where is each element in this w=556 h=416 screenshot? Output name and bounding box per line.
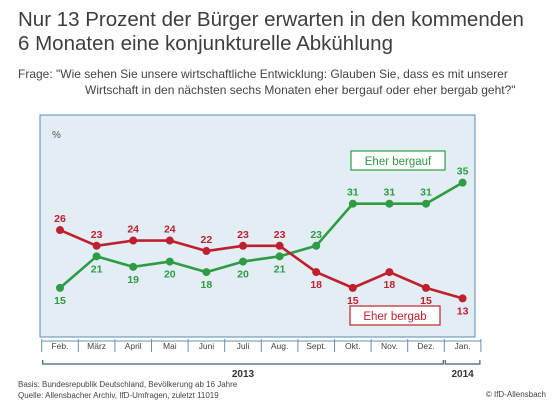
x-tick-label: Dez. [417, 341, 434, 351]
data-point [129, 236, 138, 245]
data-label: 20 [237, 269, 249, 281]
data-point [275, 252, 284, 261]
data-label: 23 [310, 229, 322, 241]
data-label: 31 [384, 187, 396, 199]
data-label: 35 [457, 166, 469, 178]
survey-question-line-2: Wirtschaft in den nächsten sechs Monaten… [85, 82, 516, 97]
year-label: 2014 [451, 369, 474, 380]
data-point [348, 283, 357, 292]
legend-box-bergab [349, 305, 441, 326]
data-label: 31 [420, 187, 432, 199]
year-label: 2013 [232, 369, 255, 380]
data-point [129, 262, 138, 271]
x-tick-label: Jan. [455, 341, 471, 351]
x-tick-label: Sept. [306, 341, 326, 351]
x-tick-label: Aug. [271, 341, 289, 351]
data-label: 21 [274, 263, 286, 275]
survey-question-line-1: Frage: "Wie sehen Sie unsere wirtschaftl… [18, 67, 508, 81]
data-point [239, 241, 247, 250]
data-point [312, 241, 321, 250]
series-line-bergauf [59, 181, 464, 289]
data-point [422, 283, 430, 292]
data-point [165, 257, 174, 266]
data-point [458, 178, 467, 187]
chart-panel [39, 114, 476, 338]
source-note: Basis: Bundesrepublik Deutschland, Bevöl… [18, 379, 548, 401]
y-axis-unit: % [52, 130, 61, 141]
x-tick-label: Nov. [381, 341, 398, 351]
data-point [458, 294, 467, 303]
legend-label-bergab: Eher bergab [363, 311, 426, 323]
chart-title: Nur 13 Prozent der Bürger erwarten in de… [18, 8, 548, 56]
x-tick-label: Juni [199, 341, 215, 351]
data-label: 23 [237, 229, 249, 241]
data-label: 18 [201, 279, 213, 291]
data-point [385, 199, 394, 208]
data-label: 23 [274, 229, 286, 241]
year-bracket [42, 360, 444, 365]
x-tick-label: Okt. [345, 341, 361, 351]
data-point [92, 252, 101, 261]
data-label: 15 [347, 295, 359, 307]
data-point [56, 283, 64, 292]
data-point [202, 247, 211, 256]
data-point [312, 268, 321, 277]
x-tick-label: Juli [237, 341, 250, 351]
x-tick-label: April [125, 341, 142, 351]
chart-title-line-2: 6 Monaten eine konjunkturelle Abkühlung [18, 32, 393, 55]
data-label: 24 [127, 224, 139, 236]
data-point [92, 241, 101, 250]
data-point [422, 199, 430, 208]
data-label: 18 [310, 279, 322, 291]
survey-question: Frage: "Wie sehen Sie unsere wirtschaftl… [18, 67, 548, 98]
data-label: 22 [201, 234, 213, 246]
data-label: 24 [164, 224, 176, 236]
legend-box-bergauf [350, 150, 446, 171]
x-tick-label: März [87, 341, 106, 351]
data-label: 15 [54, 295, 66, 307]
data-label: 18 [384, 279, 396, 291]
data-label: 23 [91, 229, 103, 241]
source-basis: Basis: Bundesrepublik Deutschland, Bevöl… [18, 380, 238, 389]
series-line-bergab [59, 228, 463, 300]
x-tick-label: Feb. [51, 341, 68, 351]
data-point [56, 226, 64, 235]
data-label: 31 [347, 187, 359, 199]
data-point [385, 268, 394, 277]
data-point [202, 268, 211, 277]
data-point [239, 257, 247, 266]
data-label: 21 [91, 263, 103, 275]
chart-title-line-1: Nur 13 Prozent der Bürger erwarten in de… [18, 8, 524, 31]
data-point [275, 241, 284, 250]
year-bracket [444, 360, 481, 365]
data-label: 19 [127, 274, 139, 286]
data-label: 13 [457, 305, 469, 317]
x-tick-label: Mai [163, 341, 177, 351]
data-label: 15 [420, 295, 432, 307]
source-reference: Quelle: Allensbacher Archiv, IfD-Umfrage… [18, 391, 219, 400]
legend-label-bergauf: Eher bergauf [365, 156, 432, 168]
data-point [165, 236, 174, 245]
data-label: 26 [54, 213, 66, 225]
data-point [348, 199, 357, 208]
copyright-credit: © IfD-Allensbach [485, 390, 546, 399]
data-label: 20 [164, 269, 176, 281]
